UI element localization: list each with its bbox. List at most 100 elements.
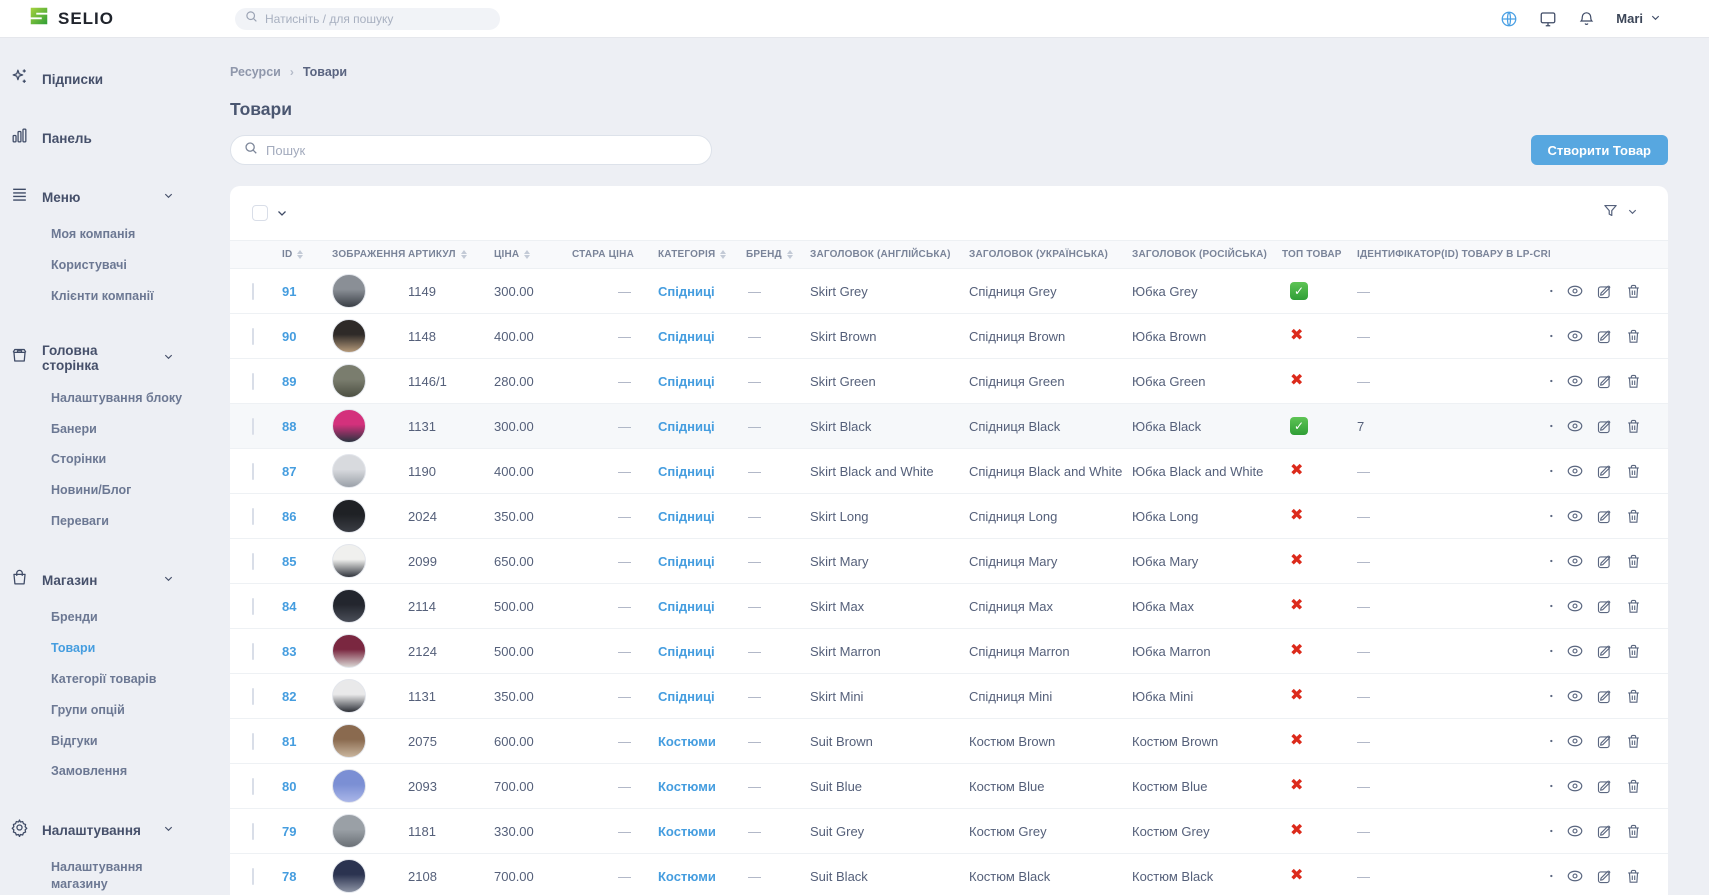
product-category-link[interactable]: Костюми bbox=[658, 823, 716, 839]
product-id-link[interactable]: 90 bbox=[282, 328, 297, 344]
more-actions-icon[interactable] bbox=[1550, 463, 1554, 479]
product-id-link[interactable]: 85 bbox=[282, 553, 297, 569]
view-icon[interactable] bbox=[1566, 597, 1584, 615]
edit-icon[interactable] bbox=[1596, 688, 1613, 705]
product-id-link[interactable]: 82 bbox=[282, 688, 297, 704]
more-actions-icon[interactable] bbox=[1550, 733, 1554, 749]
view-icon[interactable] bbox=[1566, 417, 1584, 435]
product-image[interactable] bbox=[332, 814, 366, 848]
edit-icon[interactable] bbox=[1596, 643, 1613, 660]
product-category-link[interactable]: Спідниці bbox=[658, 418, 715, 434]
more-actions-icon[interactable] bbox=[1550, 868, 1554, 884]
monitor-icon[interactable] bbox=[1539, 10, 1557, 28]
product-image[interactable] bbox=[332, 769, 366, 803]
row-checkbox[interactable] bbox=[252, 867, 254, 885]
more-actions-icon[interactable] bbox=[1550, 283, 1554, 299]
product-image[interactable] bbox=[332, 679, 366, 713]
delete-icon[interactable] bbox=[1625, 733, 1642, 750]
sidebar-section-header[interactable]: Налаштування bbox=[10, 814, 190, 846]
select-all-checkbox[interactable] bbox=[252, 205, 268, 221]
delete-icon[interactable] bbox=[1625, 283, 1642, 300]
sidebar-item[interactable]: Налаштування блоку bbox=[51, 390, 183, 405]
product-id-link[interactable]: 91 bbox=[282, 283, 297, 299]
delete-icon[interactable] bbox=[1625, 328, 1642, 345]
product-image[interactable] bbox=[332, 274, 366, 308]
product-id-link[interactable]: 87 bbox=[282, 463, 297, 479]
view-icon[interactable] bbox=[1566, 507, 1584, 525]
row-checkbox[interactable] bbox=[252, 552, 254, 570]
product-image[interactable] bbox=[332, 409, 366, 443]
view-icon[interactable] bbox=[1566, 327, 1584, 345]
row-checkbox[interactable] bbox=[252, 282, 254, 300]
row-checkbox[interactable] bbox=[252, 462, 254, 480]
edit-icon[interactable] bbox=[1596, 598, 1613, 615]
sidebar-item[interactable]: Відгуки bbox=[51, 733, 98, 748]
global-search-input[interactable] bbox=[265, 11, 490, 26]
bell-icon[interactable] bbox=[1578, 10, 1595, 27]
products-search-input[interactable] bbox=[266, 142, 698, 158]
sidebar-item[interactable]: Клієнти компанії bbox=[51, 288, 154, 303]
chevron-down-icon[interactable] bbox=[276, 207, 288, 219]
sidebar-section-header[interactable]: Головна сторінка bbox=[10, 339, 190, 377]
product-id-link[interactable]: 81 bbox=[282, 733, 297, 749]
sort-icon[interactable] bbox=[297, 250, 304, 259]
view-icon[interactable] bbox=[1566, 867, 1584, 885]
delete-icon[interactable] bbox=[1625, 688, 1642, 705]
selio-logo[interactable]: SELIO bbox=[28, 5, 208, 32]
sidebar-item[interactable]: Замовлення bbox=[51, 764, 128, 779]
product-image[interactable] bbox=[332, 724, 366, 758]
edit-icon[interactable] bbox=[1596, 373, 1613, 390]
sidebar-item[interactable]: Моя компанія bbox=[51, 227, 136, 241]
product-category-link[interactable]: Спідниці bbox=[658, 553, 715, 569]
product-category-link[interactable]: Спідниці bbox=[658, 328, 715, 344]
edit-icon[interactable] bbox=[1596, 508, 1613, 525]
edit-icon[interactable] bbox=[1596, 463, 1613, 480]
product-category-link[interactable]: Костюми bbox=[658, 868, 716, 884]
edit-icon[interactable] bbox=[1596, 553, 1613, 570]
sidebar-item[interactable]: Товари bbox=[51, 640, 96, 655]
view-icon[interactable] bbox=[1566, 372, 1584, 390]
product-image[interactable] bbox=[332, 454, 366, 488]
product-id-link[interactable]: 86 bbox=[282, 508, 297, 524]
delete-icon[interactable] bbox=[1625, 553, 1642, 570]
product-image[interactable] bbox=[332, 319, 366, 353]
more-actions-icon[interactable] bbox=[1550, 823, 1554, 839]
delete-icon[interactable] bbox=[1625, 643, 1642, 660]
row-checkbox[interactable] bbox=[252, 327, 254, 345]
product-category-link[interactable]: Спідниці bbox=[658, 688, 715, 704]
sidebar-item[interactable]: Банери bbox=[51, 421, 97, 436]
breadcrumb-root[interactable]: Ресурси bbox=[230, 65, 281, 79]
edit-icon[interactable] bbox=[1596, 418, 1613, 435]
row-checkbox[interactable] bbox=[252, 687, 254, 705]
view-icon[interactable] bbox=[1566, 687, 1584, 705]
view-icon[interactable] bbox=[1566, 282, 1584, 300]
user-menu[interactable]: Mari bbox=[1616, 11, 1661, 26]
global-search[interactable] bbox=[235, 7, 500, 30]
filter-button[interactable] bbox=[1602, 202, 1638, 224]
sort-icon[interactable] bbox=[524, 250, 531, 259]
edit-icon[interactable] bbox=[1596, 823, 1613, 840]
view-icon[interactable] bbox=[1566, 642, 1584, 660]
product-id-link[interactable]: 80 bbox=[282, 778, 297, 794]
sidebar-section-header[interactable]: Підписки bbox=[10, 63, 190, 95]
edit-icon[interactable] bbox=[1596, 328, 1613, 345]
view-icon[interactable] bbox=[1566, 777, 1584, 795]
view-icon[interactable] bbox=[1566, 462, 1584, 480]
create-product-button[interactable]: Створити Товар bbox=[1530, 135, 1668, 165]
product-image[interactable] bbox=[332, 364, 366, 398]
delete-icon[interactable] bbox=[1625, 823, 1642, 840]
sidebar-item[interactable]: Бренди bbox=[51, 610, 98, 624]
sidebar-item[interactable]: Налаштування магазину bbox=[51, 860, 143, 892]
sidebar-item[interactable]: Категорії товарів bbox=[51, 671, 157, 686]
delete-icon[interactable] bbox=[1625, 463, 1642, 480]
product-category-link[interactable]: Костюми bbox=[658, 778, 716, 794]
view-icon[interactable] bbox=[1566, 822, 1584, 840]
product-image[interactable] bbox=[332, 499, 366, 533]
more-actions-icon[interactable] bbox=[1550, 418, 1554, 434]
more-actions-icon[interactable] bbox=[1550, 598, 1554, 614]
view-icon[interactable] bbox=[1566, 552, 1584, 570]
delete-icon[interactable] bbox=[1625, 778, 1642, 795]
product-category-link[interactable]: Спідниці bbox=[658, 463, 715, 479]
product-image[interactable] bbox=[332, 634, 366, 668]
edit-icon[interactable] bbox=[1596, 283, 1613, 300]
